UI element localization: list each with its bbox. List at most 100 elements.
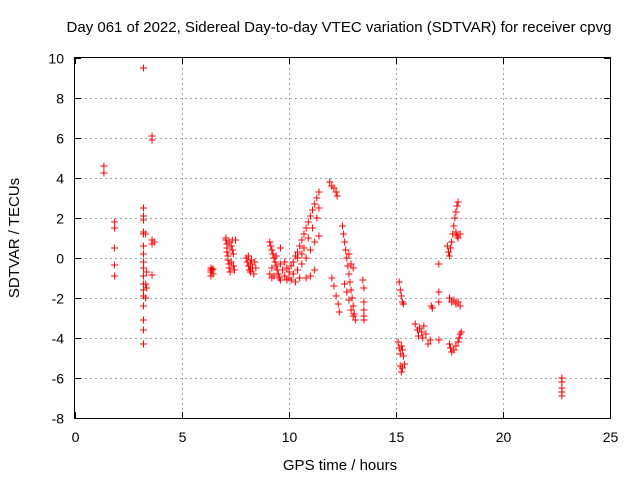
data-point	[343, 288, 351, 296]
data-point	[244, 252, 252, 260]
data-point	[452, 228, 460, 236]
data-point	[435, 288, 443, 296]
data-point	[397, 368, 405, 376]
data-point	[266, 270, 274, 278]
data-point	[309, 224, 317, 232]
data-point	[558, 378, 566, 386]
data-point	[342, 246, 350, 254]
y-tick-label: 4	[56, 171, 64, 187]
data-point	[435, 336, 443, 344]
data-point	[276, 244, 284, 252]
data-point	[304, 234, 312, 242]
data-point	[139, 64, 147, 72]
data-point	[359, 276, 367, 284]
data-point	[330, 282, 338, 290]
y-tick-label: -4	[52, 331, 65, 347]
data-point	[306, 212, 314, 220]
data-point	[294, 248, 302, 256]
data-point	[341, 238, 349, 246]
data-point	[302, 274, 310, 282]
data-point	[395, 278, 403, 286]
data-point	[283, 264, 291, 272]
data-point	[456, 302, 464, 310]
data-point	[139, 204, 147, 212]
data-point	[311, 266, 319, 274]
data-point	[298, 260, 306, 268]
data-point	[311, 238, 319, 246]
y-tick-label: -2	[52, 291, 65, 307]
data-point	[399, 352, 407, 360]
data-point	[457, 328, 465, 336]
data-point	[345, 296, 353, 304]
y-tick-label: -8	[52, 411, 65, 427]
data-point	[424, 340, 432, 348]
data-point	[397, 342, 405, 350]
data-point	[100, 169, 108, 177]
data-point	[351, 316, 359, 324]
data-point	[311, 200, 319, 208]
data-point	[272, 252, 280, 260]
data-point	[246, 268, 254, 276]
data-point	[306, 272, 314, 280]
y-tick-label: 10	[48, 51, 64, 67]
data-point	[444, 248, 452, 256]
data-point	[428, 304, 436, 312]
data-point	[360, 316, 368, 324]
data-point	[285, 268, 293, 276]
data-point	[143, 284, 151, 292]
data-point	[246, 260, 254, 268]
data-point	[223, 248, 231, 256]
data-point	[100, 162, 108, 170]
data-point	[435, 298, 443, 306]
data-point	[294, 266, 302, 274]
data-point	[266, 238, 274, 246]
data-point	[452, 342, 460, 350]
data-point	[225, 264, 233, 272]
data-point	[276, 276, 284, 284]
data-point	[139, 242, 147, 250]
data-point	[229, 262, 237, 270]
data-point	[281, 272, 289, 280]
y-tick-label: 6	[56, 131, 64, 147]
data-point	[345, 270, 353, 278]
data-point	[228, 236, 236, 244]
data-point	[252, 264, 260, 272]
data-point	[446, 252, 453, 260]
data-point	[302, 224, 310, 232]
data-point	[289, 270, 297, 278]
data-point	[450, 346, 458, 354]
data-point	[454, 234, 462, 242]
data-point	[281, 258, 289, 266]
data-point	[276, 260, 284, 268]
data-point	[451, 214, 459, 222]
data-point	[420, 322, 428, 330]
data-point	[227, 242, 235, 250]
data-point	[271, 258, 279, 266]
data-point	[416, 324, 424, 332]
data-point	[289, 258, 297, 266]
data-point	[291, 278, 299, 286]
data-point	[419, 334, 427, 342]
data-point	[332, 188, 340, 196]
data-point	[304, 218, 312, 226]
data-point	[285, 274, 293, 282]
data-point	[447, 244, 455, 252]
data-point	[268, 246, 276, 254]
data-point	[148, 271, 156, 279]
x-tick-label: 10	[282, 429, 298, 445]
y-axis-label: SDTVAR / TECUs	[6, 178, 23, 298]
data-point	[399, 300, 407, 308]
data-point	[296, 274, 304, 282]
data-point	[139, 272, 147, 280]
data-point	[435, 260, 443, 268]
y-tick-label: -6	[52, 371, 65, 387]
data-point	[298, 236, 306, 244]
data-point	[148, 136, 156, 144]
data-point	[228, 246, 236, 254]
data-point	[139, 264, 147, 272]
x-tick-label: 25	[603, 429, 619, 445]
data-point	[394, 338, 402, 346]
data-point	[448, 238, 456, 246]
plot-frame	[74, 57, 611, 419]
